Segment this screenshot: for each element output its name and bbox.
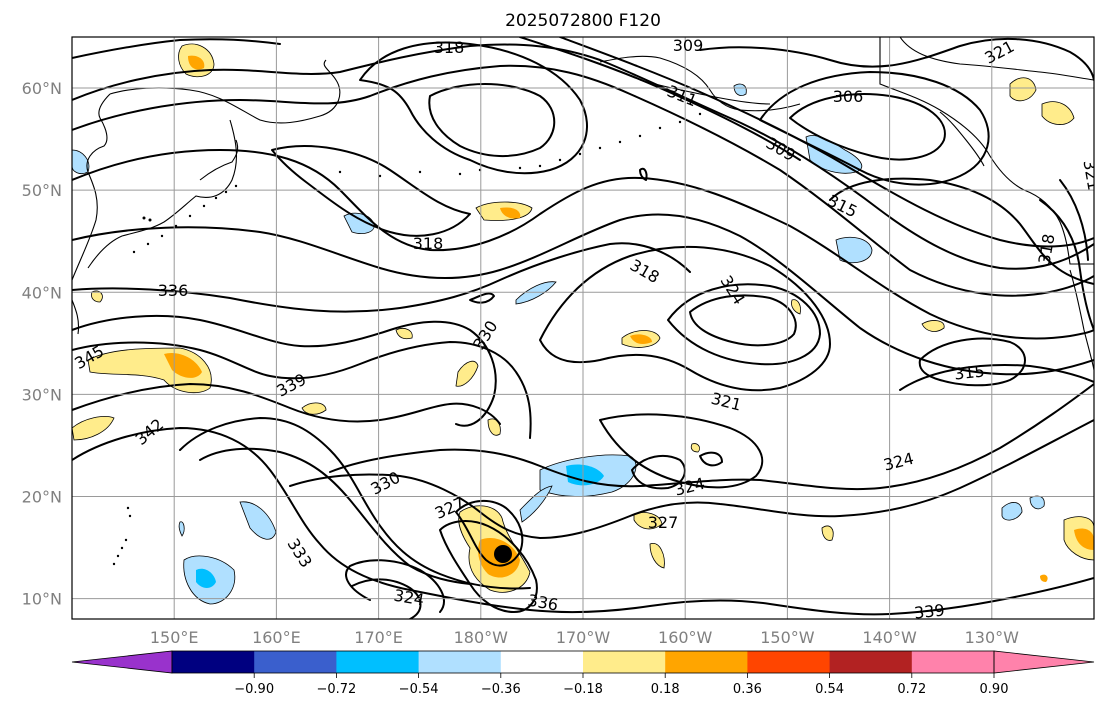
negative-anomaly-shading (72, 83, 1045, 605)
colorbar-tick-label: −0.72 (316, 682, 356, 697)
colorbar-tick-label: −0.36 (481, 682, 521, 697)
longitude-labels: 150°E 160°E 170°E 180°W 170°W 160°W 150°W 140°W… (150, 628, 1019, 647)
colorbar-segment (911, 651, 995, 673)
longitude-label: 180°W (454, 628, 509, 647)
colorbar-max-extension (993, 650, 1095, 674)
colorbar-segment (747, 651, 831, 673)
colorbar-segment (172, 651, 255, 673)
contour-label: 327 (648, 513, 679, 532)
longitude-label: 150°W (760, 628, 815, 647)
graticule (72, 37, 1094, 619)
contour-label: 318 (434, 38, 465, 57)
colorbar-tick-label: 0.72 (897, 682, 926, 697)
coastlines (72, 37, 1094, 371)
longitude-label: 170°E (354, 628, 403, 647)
colorbar-tick-label: 0.18 (651, 682, 680, 697)
colorbar-segment (418, 651, 502, 673)
contour-label: 306 (833, 87, 864, 106)
longitude-label: 130°W (965, 628, 1020, 647)
latitude-label: 50°N (22, 181, 62, 200)
colorbar-tick-label: 0.54 (815, 682, 844, 697)
colorbar-segment (500, 651, 584, 673)
map-title: 2025072800 F120 (505, 11, 661, 31)
latitude-label: 10°N (22, 590, 62, 609)
colorbar-min-extension (71, 650, 173, 674)
longitude-label: 160°E (252, 628, 301, 647)
latitude-labels: 60°N 50°N 40°N 30°N 20°N 10°N (22, 79, 62, 609)
latitude-label: 30°N (22, 385, 62, 404)
latitude-label: 20°N (22, 487, 62, 506)
longitude-label: 160°W (658, 628, 713, 647)
contour-label: 315 (953, 361, 985, 383)
colorbar: −0.90 −0.72 −0.54 −0.36 −0.18 0.18 0.36 0.54 0.7… (71, 650, 1095, 697)
colorbar-segment (829, 651, 913, 673)
colorbar-segment (254, 651, 337, 673)
colorbar-segment (665, 651, 748, 673)
contour-label: 318 (413, 234, 444, 253)
longitude-label: 150°E (150, 628, 199, 647)
contour-label: 336 (158, 281, 189, 300)
colorbar-tick-label: −0.54 (399, 682, 439, 697)
colorbar-segment (336, 651, 420, 673)
colorbar-tick-label: −0.90 (234, 682, 274, 697)
positive-anomaly-shading (72, 43, 1094, 593)
latitude-label: 60°N (22, 79, 62, 98)
longitude-label: 140°W (862, 628, 917, 647)
colorbar-tick-label: 0.36 (733, 682, 762, 697)
island-chains (112, 112, 702, 566)
latitude-label: 40°N (22, 283, 62, 302)
map-panel: 318 309 321 311 306 309 315 318 324 318 … (22, 36, 1095, 647)
colorbar-tick-label: 0.90 (980, 682, 1009, 697)
map-frame (71, 36, 1095, 620)
colorbar-segment (583, 651, 666, 673)
longitude-label: 170°W (556, 628, 611, 647)
storm-center-marker (494, 545, 512, 563)
contour-label: 339 (913, 600, 945, 622)
contour-label: 309 (673, 36, 704, 55)
colorbar-tick-label: −0.18 (563, 682, 603, 697)
